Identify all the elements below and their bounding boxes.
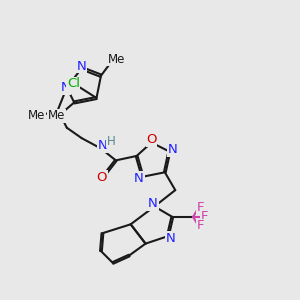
Text: N: N xyxy=(148,197,158,210)
Text: F: F xyxy=(197,219,204,232)
Text: Me: Me xyxy=(28,109,45,122)
Text: N: N xyxy=(168,143,178,156)
Text: O: O xyxy=(146,133,157,146)
Text: N: N xyxy=(166,232,176,245)
Text: N: N xyxy=(98,139,107,152)
Text: H: H xyxy=(107,135,116,148)
Text: Me: Me xyxy=(108,53,125,66)
Text: O: O xyxy=(97,171,107,184)
Text: N: N xyxy=(77,60,86,73)
Text: Me: Me xyxy=(48,109,65,122)
Text: F: F xyxy=(197,202,204,214)
Text: F: F xyxy=(201,210,208,224)
Text: N: N xyxy=(60,81,70,94)
Text: N: N xyxy=(134,172,144,185)
Text: Cl: Cl xyxy=(67,77,80,90)
